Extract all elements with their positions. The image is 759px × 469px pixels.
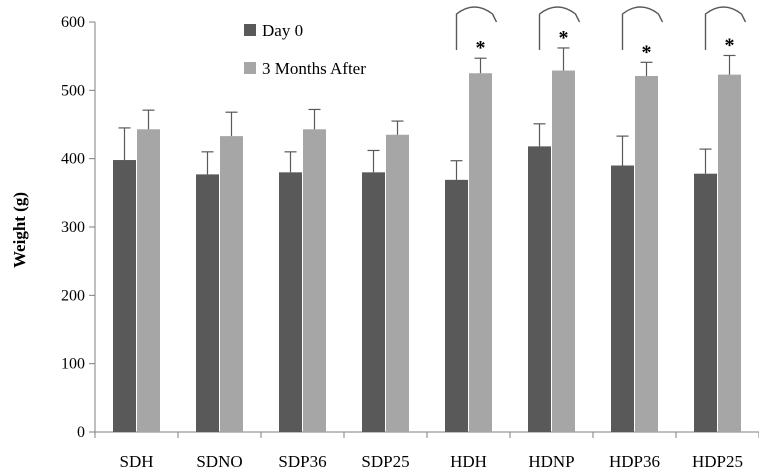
significance-star: * (642, 41, 652, 63)
y-tick-label: 200 (61, 287, 85, 304)
bar-hdp36-3-months-after (635, 75, 658, 432)
significance-star: * (476, 37, 486, 59)
y-tick-label: 300 (61, 219, 85, 236)
legend-swatch-3-months-after (244, 62, 256, 74)
bar-sdp36-3-months-after (303, 129, 326, 433)
y-tick-label: 600 (61, 14, 85, 31)
significance-bracket (704, 6, 747, 50)
significance-star: * (725, 34, 735, 56)
x-tick-label: SDH (119, 452, 153, 469)
bar-sdh-day-0 (113, 160, 136, 433)
y-tick-label: 0 (77, 424, 85, 441)
bar-hdh-day-0 (445, 179, 468, 432)
y-axis-label: Weight (g) (10, 192, 29, 268)
bar-hdp25-3-months-after (718, 74, 741, 432)
significance-annotations: * * * * (455, 6, 747, 63)
x-tick-label: HDNP (528, 452, 574, 469)
x-tick-label: HDP25 (692, 452, 743, 469)
y-tick-label: 400 (61, 151, 85, 168)
bar-hdh-3-months-after (469, 73, 492, 432)
significance-bracket (455, 6, 498, 50)
y-tick-label: 100 (61, 356, 85, 373)
legend-swatch-day-0 (244, 24, 256, 36)
x-axis: SDH SDNO SDP36 SDP25 HDH HDNP HDP36 HDP25 (94, 431, 759, 469)
x-tick-label: SDNO (196, 452, 242, 469)
significance-bracket (538, 6, 581, 50)
bar-sdno-3-months-after (220, 136, 243, 432)
legend: Day 0 3 Months After (244, 21, 366, 78)
x-tick-label: SDP25 (361, 452, 409, 469)
bar-sdp36-day-0 (279, 172, 302, 433)
bar-hdnp-day-0 (528, 146, 551, 432)
x-tick-label: HDP36 (609, 452, 660, 469)
bar-hdp36-day-0 (611, 165, 634, 432)
x-tick-label: SDP36 (278, 452, 326, 469)
bar-sdh-3-months-after (137, 129, 160, 433)
significance-star: * (559, 27, 569, 49)
bar-hdnp-3-months-after (552, 70, 575, 433)
y-tick-label: 500 (61, 82, 85, 99)
significance-bracket (621, 6, 664, 50)
y-axis: 0 100 200 300 400 500 600 (61, 14, 96, 441)
legend-label-day-0: Day 0 (262, 21, 303, 40)
bar-sdp25-day-0 (362, 172, 385, 433)
x-tick-label: HDH (450, 452, 487, 469)
bars (113, 47, 741, 433)
bar-hdp25-day-0 (694, 173, 717, 432)
bar-sdno-day-0 (196, 174, 219, 432)
legend-label-3-months-after: 3 Months After (262, 59, 366, 78)
bar-sdp25-3-months-after (386, 134, 409, 432)
